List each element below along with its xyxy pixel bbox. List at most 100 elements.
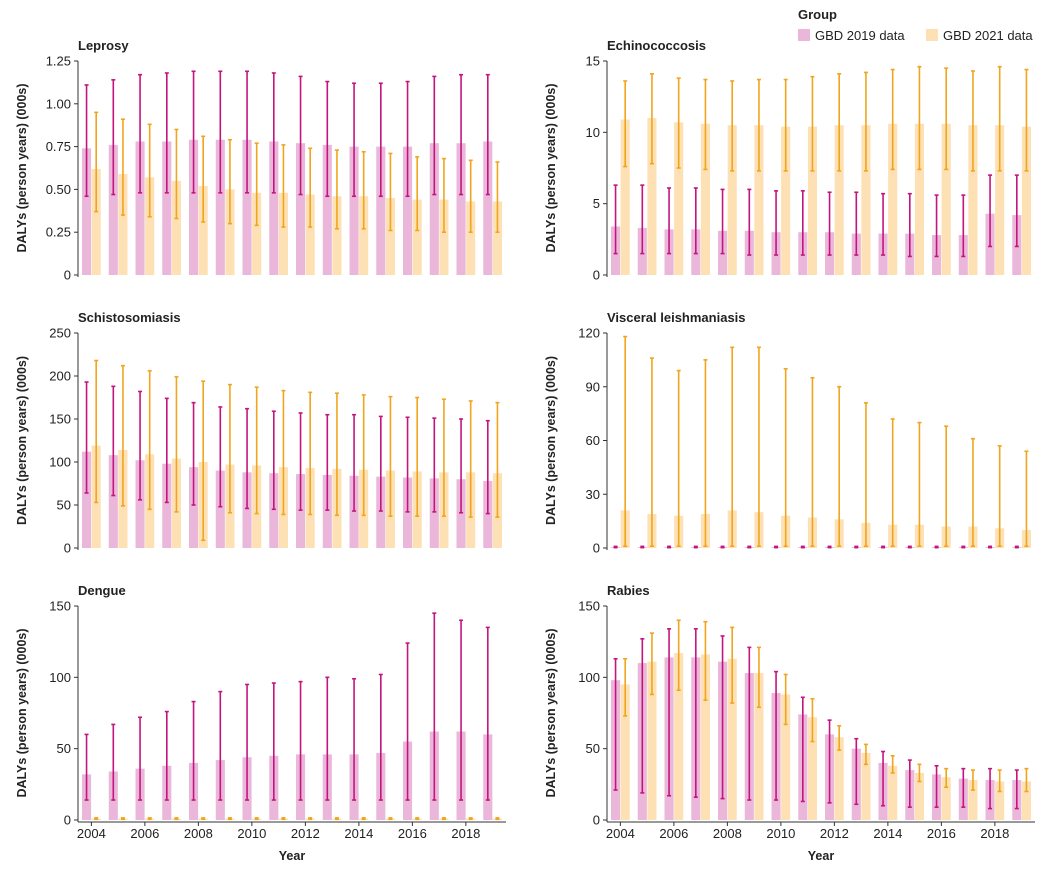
panel-leprosy: Leprosy DALYs (person years) (000s) 0 0.25 0…	[15, 38, 502, 283]
bar-gbd-2021-leprosy-2007	[171, 180, 181, 275]
bar-gbd-2019-schistosomiasis-2016	[403, 477, 413, 548]
bar-gbd-2019-schistosomiasis-2006	[135, 460, 145, 548]
y-tick-label-echinococcosis: 15	[586, 54, 600, 69]
y-tick-label-leprosy: 1.00	[46, 96, 71, 111]
legend: Group GBD 2019 data GBD 2021 data	[798, 7, 1033, 43]
bar-gbd-2021-rabies-2004	[620, 684, 630, 820]
x-tick-label-rabies-2016: 2016	[927, 826, 956, 841]
y-tick-label-echinococcosis: 0	[593, 268, 600, 283]
bar-gbd-2019-schistosomiasis-2018	[456, 479, 466, 548]
panel-title-schistosomiasis: Schistosomiasis	[78, 310, 181, 325]
bar-gbd-2021-echinococcosis-2015	[914, 123, 924, 275]
x-tick-label-dengue-2016: 2016	[398, 826, 427, 841]
bar-gbd-2021-leprosy-2012	[305, 194, 315, 275]
bar-gbd-2019-leprosy-2017	[429, 143, 439, 275]
y-tick-label-schistosomiasis: 50	[57, 498, 71, 513]
bar-gbd-2021-echinococcosis-2008	[727, 125, 737, 275]
bar-gbd-2019-leprosy-2018	[456, 143, 466, 275]
legend-title: Group	[798, 7, 837, 22]
bar-gbd-2019-schistosomiasis-2009	[215, 470, 225, 548]
bar-gbd-2021-rabies-2013	[861, 752, 871, 820]
panel-title-visceral-leishmaniasis: Visceral leishmaniasis	[607, 310, 746, 325]
panels: Leprosy DALYs (person years) (000s) 0 0.25 0…	[15, 38, 1035, 863]
bar-gbd-2019-schistosomiasis-2011	[269, 473, 279, 548]
y-tick-label-rabies: 100	[578, 670, 600, 685]
y-tick-label-echinococcosis: 5	[593, 196, 600, 211]
x-tick-label-rabies-2004: 2004	[606, 826, 635, 841]
bar-gbd-2019-leprosy-2011	[269, 141, 279, 275]
bar-gbd-2021-echinococcosis-2009	[754, 125, 764, 275]
legend-label-gbd-2019: GBD 2019 data	[815, 28, 905, 43]
x-tick-label-rabies-2018: 2018	[980, 826, 1009, 841]
bar-gbd-2021-leprosy-2004	[91, 168, 101, 275]
bar-gbd-2021-echinococcosis-2012	[834, 125, 844, 275]
bar-gbd-2019-schistosomiasis-2012	[296, 474, 306, 548]
x-tick-label-dengue-2014: 2014	[344, 826, 373, 841]
y-tick-label-schistosomiasis: 150	[49, 412, 71, 427]
y-tick-label-echinococcosis: 10	[586, 125, 600, 140]
bar-gbd-2019-leprosy-2015	[376, 146, 386, 275]
bar-gbd-2021-rabies-2007	[700, 654, 710, 820]
x-tick-label-dengue-2012: 2012	[291, 826, 320, 841]
bar-gbd-2021-echinococcosis-2014	[888, 123, 898, 275]
bar-gbd-2021-rabies-2005	[647, 661, 657, 820]
y-axis-label-schistosomiasis: DALYs (person years) (000s)	[15, 356, 29, 525]
legend-label-gbd-2021: GBD 2021 data	[943, 28, 1033, 43]
bar-gbd-2021-rabies-2009	[754, 673, 764, 820]
y-tick-label-rabies: 0	[593, 813, 600, 828]
y-axis-label-leprosy: DALYs (person years) (000s)	[15, 83, 29, 252]
panel-title-rabies: Rabies	[607, 583, 650, 598]
x-tick-label-rabies-2008: 2008	[713, 826, 742, 841]
y-tick-label-dengue: 0	[64, 813, 71, 828]
y-tick-label-visceral-leishmaniasis: 30	[586, 487, 600, 502]
y-tick-label-rabies: 150	[578, 599, 600, 614]
bar-gbd-2021-leprosy-2006	[145, 177, 155, 275]
bar-gbd-2019-schistosomiasis-2019	[483, 480, 493, 548]
bar-gbd-2021-echinococcosis-2005	[647, 118, 657, 275]
bar-gbd-2021-leprosy-2015	[385, 197, 395, 275]
bar-gbd-2021-rabies-2010	[781, 694, 791, 820]
y-tick-label-dengue: 50	[57, 741, 71, 756]
panel-title-echinococcosis: Echinococcosis	[607, 38, 706, 53]
bar-gbd-2019-schistosomiasis-2014	[349, 475, 359, 548]
y-tick-label-visceral-leishmaniasis: 0	[593, 541, 600, 556]
bar-gbd-2019-schistosomiasis-2015	[376, 476, 386, 548]
bar-gbd-2021-echinococcosis-2010	[781, 126, 791, 275]
x-tick-label-dengue-2018: 2018	[451, 826, 480, 841]
y-tick-label-schistosomiasis: 0	[64, 541, 71, 556]
bar-gbd-2021-echinococcosis-2017	[968, 125, 978, 275]
y-tick-label-dengue: 100	[49, 670, 71, 685]
x-tick-label-rabies-2006: 2006	[659, 826, 688, 841]
bar-gbd-2019-schistosomiasis-2010	[242, 472, 252, 548]
bar-gbd-2019-schistosomiasis-2008	[189, 467, 199, 548]
bar-gbd-2021-echinococcosis-2004	[620, 119, 630, 275]
y-tick-label-visceral-leishmaniasis: 90	[586, 379, 600, 394]
x-tick-label-dengue-2004: 2004	[77, 826, 106, 841]
bar-gbd-2019-leprosy-2014	[349, 146, 359, 275]
bar-gbd-2019-leprosy-2007	[162, 141, 172, 275]
bar-gbd-2021-leprosy-2018	[466, 201, 476, 275]
y-axis-label-rabies: DALYs (person years) (000s)	[544, 628, 558, 797]
panel-title-leprosy: Leprosy	[78, 38, 129, 53]
bar-gbd-2021-leprosy-2014	[359, 196, 369, 275]
x-tick-label-rabies-2014: 2014	[873, 826, 902, 841]
y-tick-label-schistosomiasis: 200	[49, 369, 71, 384]
y-tick-label-leprosy: 1.25	[46, 54, 71, 69]
bar-gbd-2021-echinococcosis-2013	[861, 125, 871, 275]
x-tick-label-dengue-2008: 2008	[184, 826, 213, 841]
bar-gbd-2021-leprosy-2005	[118, 173, 128, 275]
bar-gbd-2021-rabies-2017	[968, 780, 978, 820]
bar-gbd-2021-rabies-2014	[888, 765, 898, 820]
legend-swatch-gbd-2019	[798, 29, 810, 41]
x-tick-label-rabies-2010: 2010	[766, 826, 795, 841]
bar-gbd-2019-leprosy-2019	[483, 141, 493, 275]
bar-gbd-2021-echinococcosis-2018	[995, 125, 1005, 275]
x-axis-label-rabies: Year	[808, 849, 835, 863]
panel-visceral-leishmaniasis: Visceral leishmaniasis DALYs (person year…	[544, 310, 1031, 556]
bar-gbd-2021-rabies-2008	[727, 658, 737, 820]
y-tick-label-dengue: 150	[49, 599, 71, 614]
y-axis-label-echinococcosis: DALYs (person years) (000s)	[544, 83, 558, 252]
bar-gbd-2019-leprosy-2010	[242, 139, 252, 275]
y-axis-label-visceral-leishmaniasis: DALYs (person years) (000s)	[544, 356, 558, 525]
bar-gbd-2019-schistosomiasis-2005	[108, 455, 118, 548]
